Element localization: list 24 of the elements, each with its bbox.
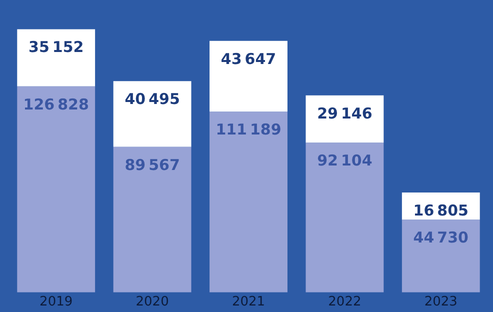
data-label: 44 730 — [413, 228, 468, 247]
bar — [113, 81, 192, 147]
bar — [306, 95, 384, 143]
bar — [306, 142, 384, 292]
data-label: 40 495 — [124, 90, 180, 108]
bar — [113, 146, 192, 292]
data-label: 126 828 — [23, 95, 89, 114]
x-tick-label: 2023 — [424, 294, 458, 310]
x-tick-label: 2021 — [232, 294, 266, 310]
data-label: 92 104 — [317, 152, 372, 170]
bar — [210, 40, 288, 112]
data-label: 35 152 — [28, 38, 84, 56]
data-label: 89 567 — [124, 156, 180, 174]
data-label: 43 647 — [220, 50, 276, 68]
data-label: 29 146 — [317, 104, 372, 122]
bar — [402, 220, 480, 292]
x-tick-label: 2019 — [40, 294, 73, 310]
data-label: 111 189 — [216, 120, 282, 139]
x-tick-label: 2022 — [328, 294, 362, 310]
bar — [210, 112, 288, 292]
data-label: 16 805 — [413, 201, 468, 220]
bar — [17, 29, 96, 86]
x-tick-label: 2020 — [136, 294, 169, 310]
bar — [17, 86, 96, 292]
